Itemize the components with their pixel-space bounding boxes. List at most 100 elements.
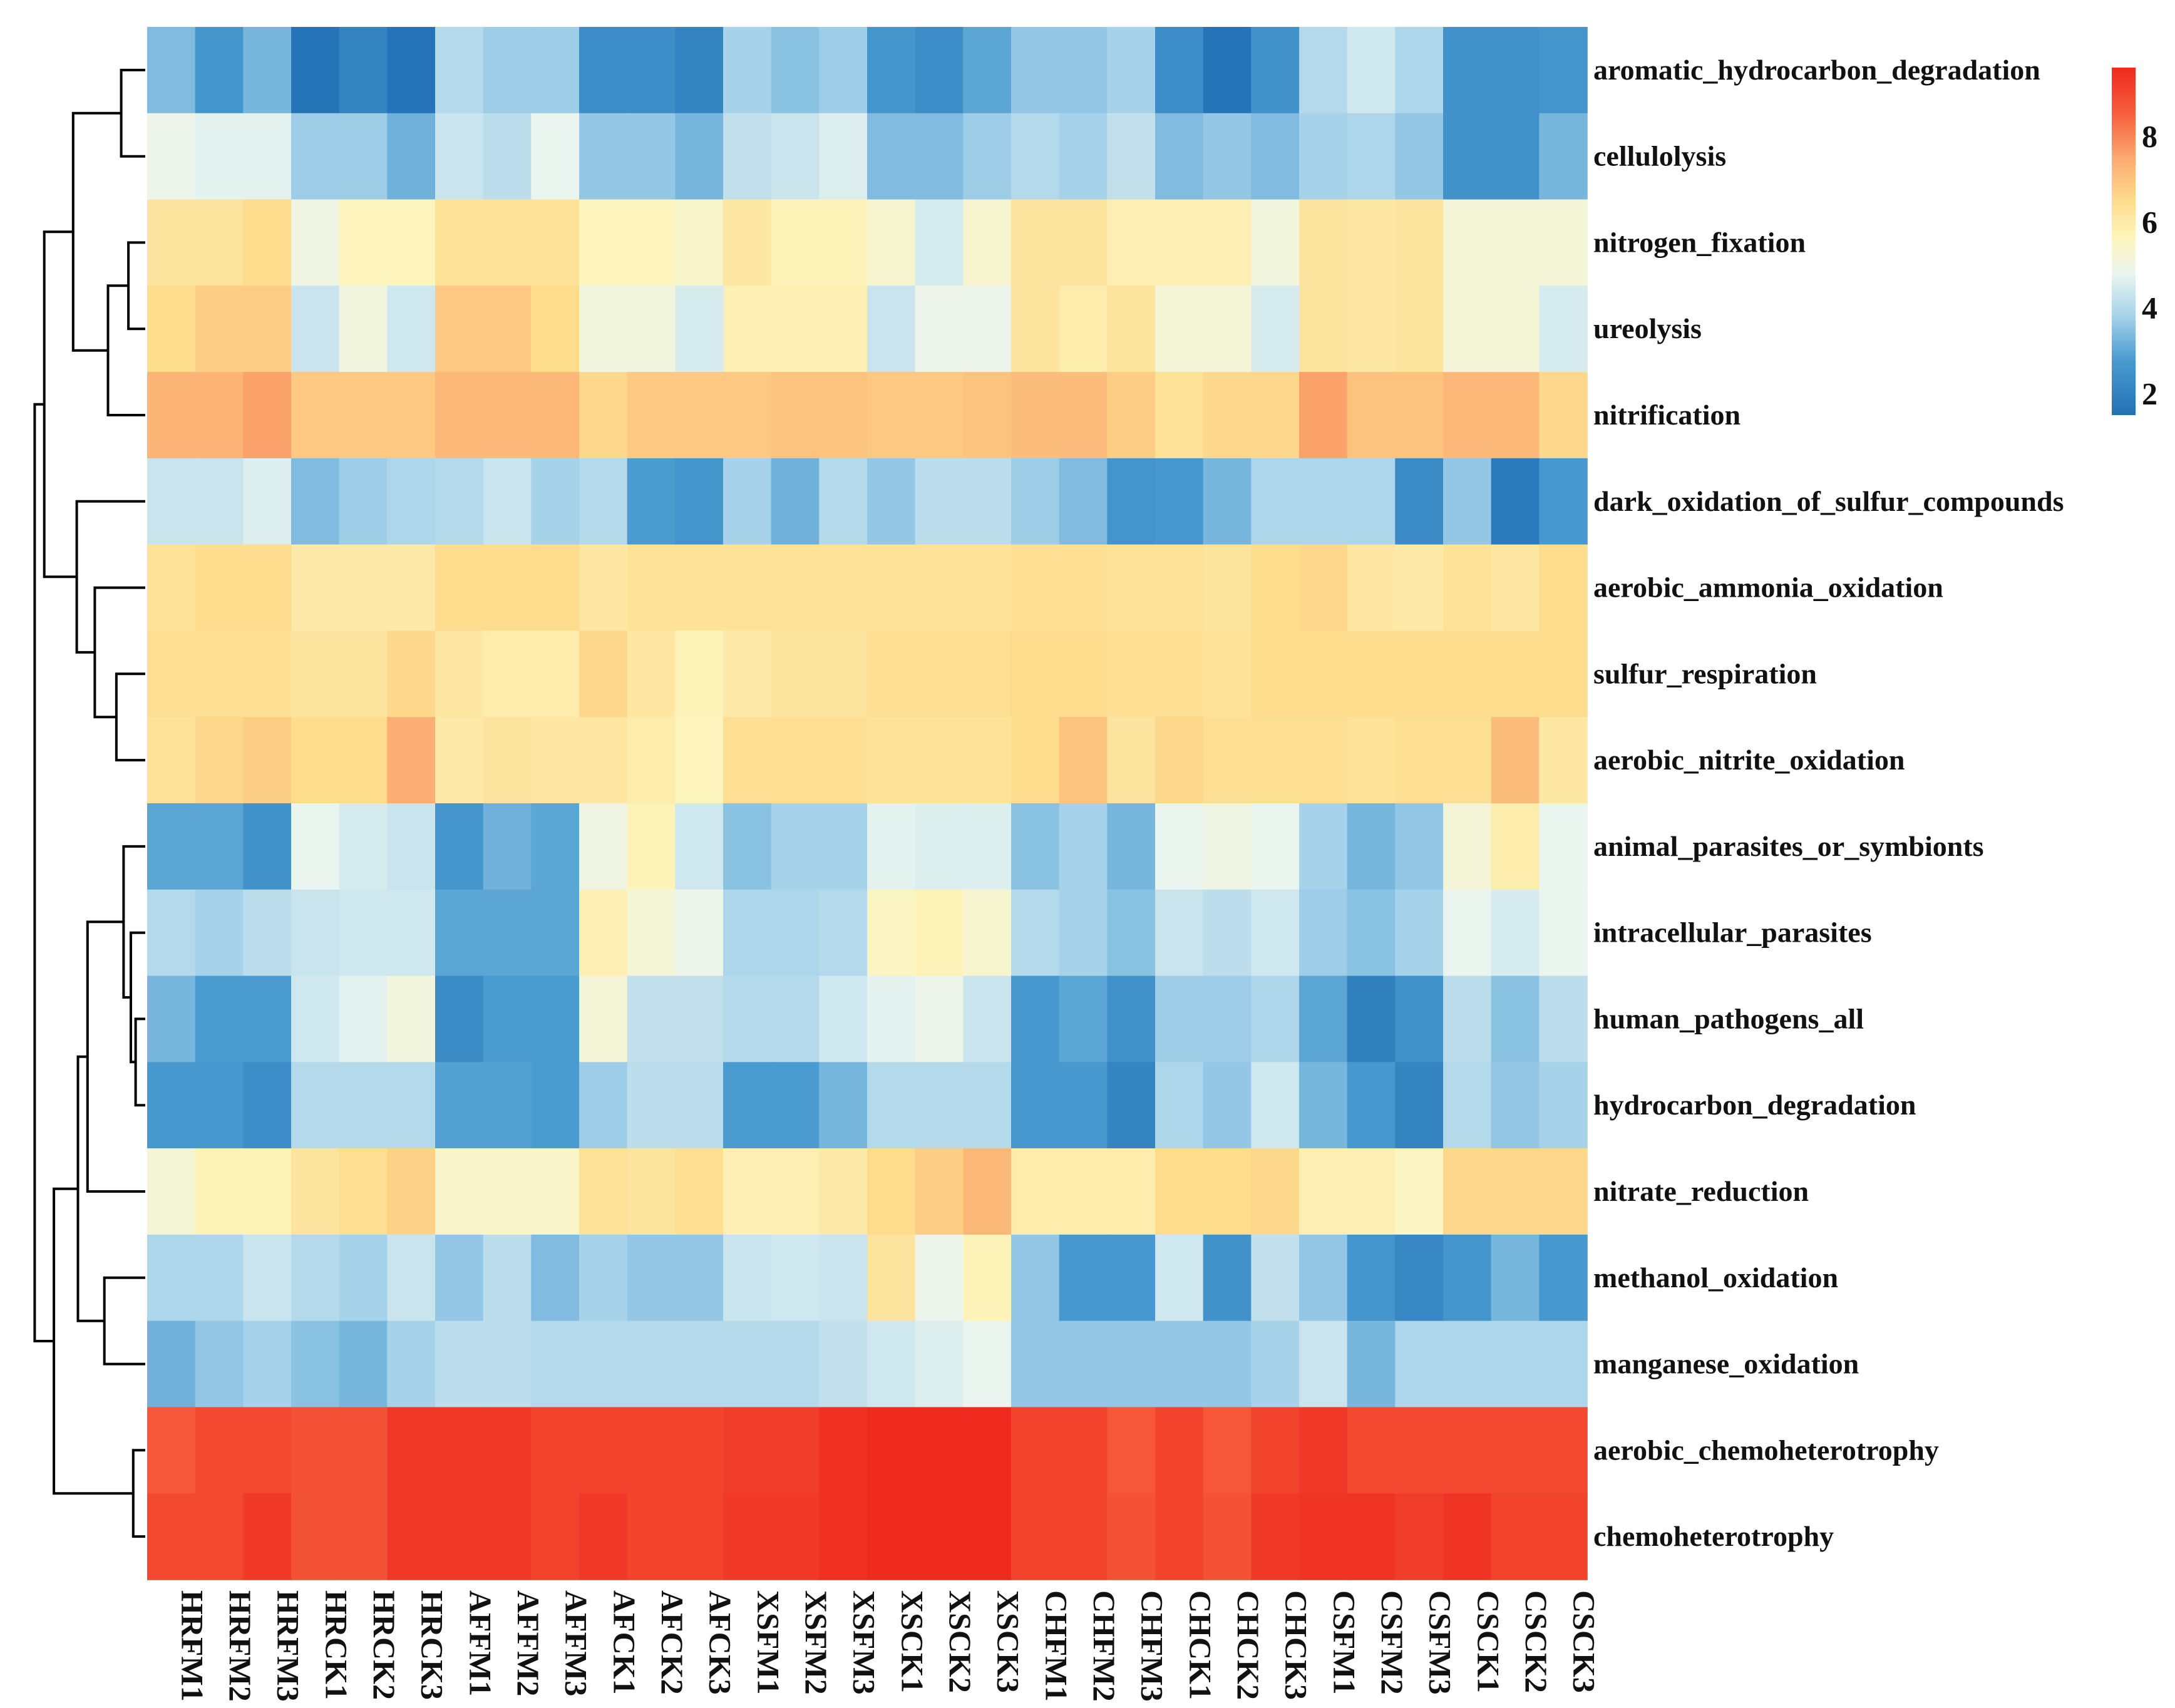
heatmap-cell [1011,544,1060,632]
heatmap-cell [1155,372,1204,459]
heatmap-cell [819,1493,868,1580]
heatmap-cell [339,1407,388,1494]
heatmap-cell [1107,458,1156,545]
heatmap-cell [195,544,244,632]
heatmap-cell [1347,286,1396,373]
heatmap-cell [867,1320,916,1408]
heatmap-cell [1011,717,1060,804]
heatmap-cell [771,1407,820,1494]
heatmap-cell [1059,803,1108,890]
heatmap-cell [579,717,628,804]
heatmap-cell [1251,286,1300,373]
heatmap-cell [147,975,196,1063]
heatmap-cell [435,372,484,459]
heatmap-cell [1299,1407,1348,1494]
heatmap-cell [339,1234,388,1322]
heatmap-cell [1299,803,1348,890]
dendrogram-branch [33,403,54,1342]
heatmap-cell [1491,544,1540,632]
heatmap-cell [675,27,724,114]
heatmap-cell [195,889,244,977]
heatmap-cell [771,372,820,459]
heatmap-cell [627,286,676,373]
heatmap-cell [339,1493,388,1580]
heatmap-cell [339,1062,388,1149]
heatmap-cell [963,27,1012,114]
heatmap-cell [1347,889,1396,977]
heatmap-cell [1443,199,1492,287]
heatmap-cell [387,286,436,373]
heatmap-cell [1059,372,1108,459]
column-label: CSCK3 [1567,1590,1602,1693]
heatmap-cell [1347,372,1396,459]
heatmap-cell [867,630,916,718]
heatmap-cell [195,113,244,200]
heatmap-cell [147,1407,196,1494]
heatmap-cells [147,27,1588,1580]
heatmap-cell [1395,717,1444,804]
heatmap-cell [291,1320,340,1408]
column-label: HRFM1 [175,1590,210,1702]
heatmap-cell [1059,1407,1108,1494]
heatmap-cell [1107,975,1156,1063]
heatmap-cell [1539,113,1588,200]
heatmap-cell [579,975,628,1063]
heatmap-cell [1251,458,1300,545]
dendrogram-branch [53,1187,133,1495]
heatmap-cell [147,630,196,718]
heatmap-cell [915,1234,964,1322]
heatmap-cell [1443,1234,1492,1322]
heatmap-cell [1251,1320,1300,1408]
heatmap-cell [627,1407,676,1494]
heatmap-cell [291,1148,340,1235]
heatmap-cell [915,286,964,373]
heatmap-cell [819,1148,868,1235]
heatmap-cell [1491,1493,1540,1580]
heatmap-cell [1251,1148,1300,1235]
heatmap-cell [579,113,628,200]
heatmap-cell [243,717,292,804]
heatmap-cell [243,286,292,373]
heatmap-cell [867,286,916,373]
legend-tick-label: 4 [2142,291,2157,326]
column-label: AFCK3 [703,1590,738,1695]
heatmap-cell [387,199,436,287]
heatmap-cell [771,458,820,545]
column-label: HRCK1 [319,1590,354,1700]
heatmap-cell [1059,199,1108,287]
heatmap-cell [1011,458,1060,545]
heatmap-cell [963,458,1012,545]
heatmap-cell [1107,803,1156,890]
heatmap-cell [819,27,868,114]
heatmap-cell [1299,458,1348,545]
row-label: aromatic_hydrocarbon_degradation [1593,54,2040,86]
heatmap-cell [1107,1234,1156,1322]
heatmap-cell [771,1062,820,1149]
heatmap-cell [1107,1407,1156,1494]
heatmap-cell [963,975,1012,1063]
heatmap-cell [1539,803,1588,890]
row-label: cellulolysis [1593,140,1726,172]
heatmap-cell [387,717,436,804]
heatmap-cell [1491,27,1540,114]
heatmap-cell [723,544,772,632]
heatmap-cell [1491,1234,1540,1322]
heatmap-cell [867,717,916,804]
dendrogram-branch [134,1017,145,1107]
heatmap-cell [579,1148,628,1235]
heatmap-cell [819,975,868,1063]
heatmap-cell [1539,372,1588,459]
heatmap-cell [819,544,868,632]
heatmap-cell [1347,113,1396,200]
heatmap-cell [1203,889,1252,977]
heatmap-cell [771,1493,820,1580]
heatmap-cell [915,27,964,114]
heatmap-cell [627,803,676,890]
heatmap-cell [627,1493,676,1580]
heatmap-cell [435,1148,484,1235]
heatmap-cell [915,199,964,287]
heatmap-cell [1251,1407,1300,1494]
heatmap-cell [1347,458,1396,545]
heatmap-cell [675,113,724,200]
